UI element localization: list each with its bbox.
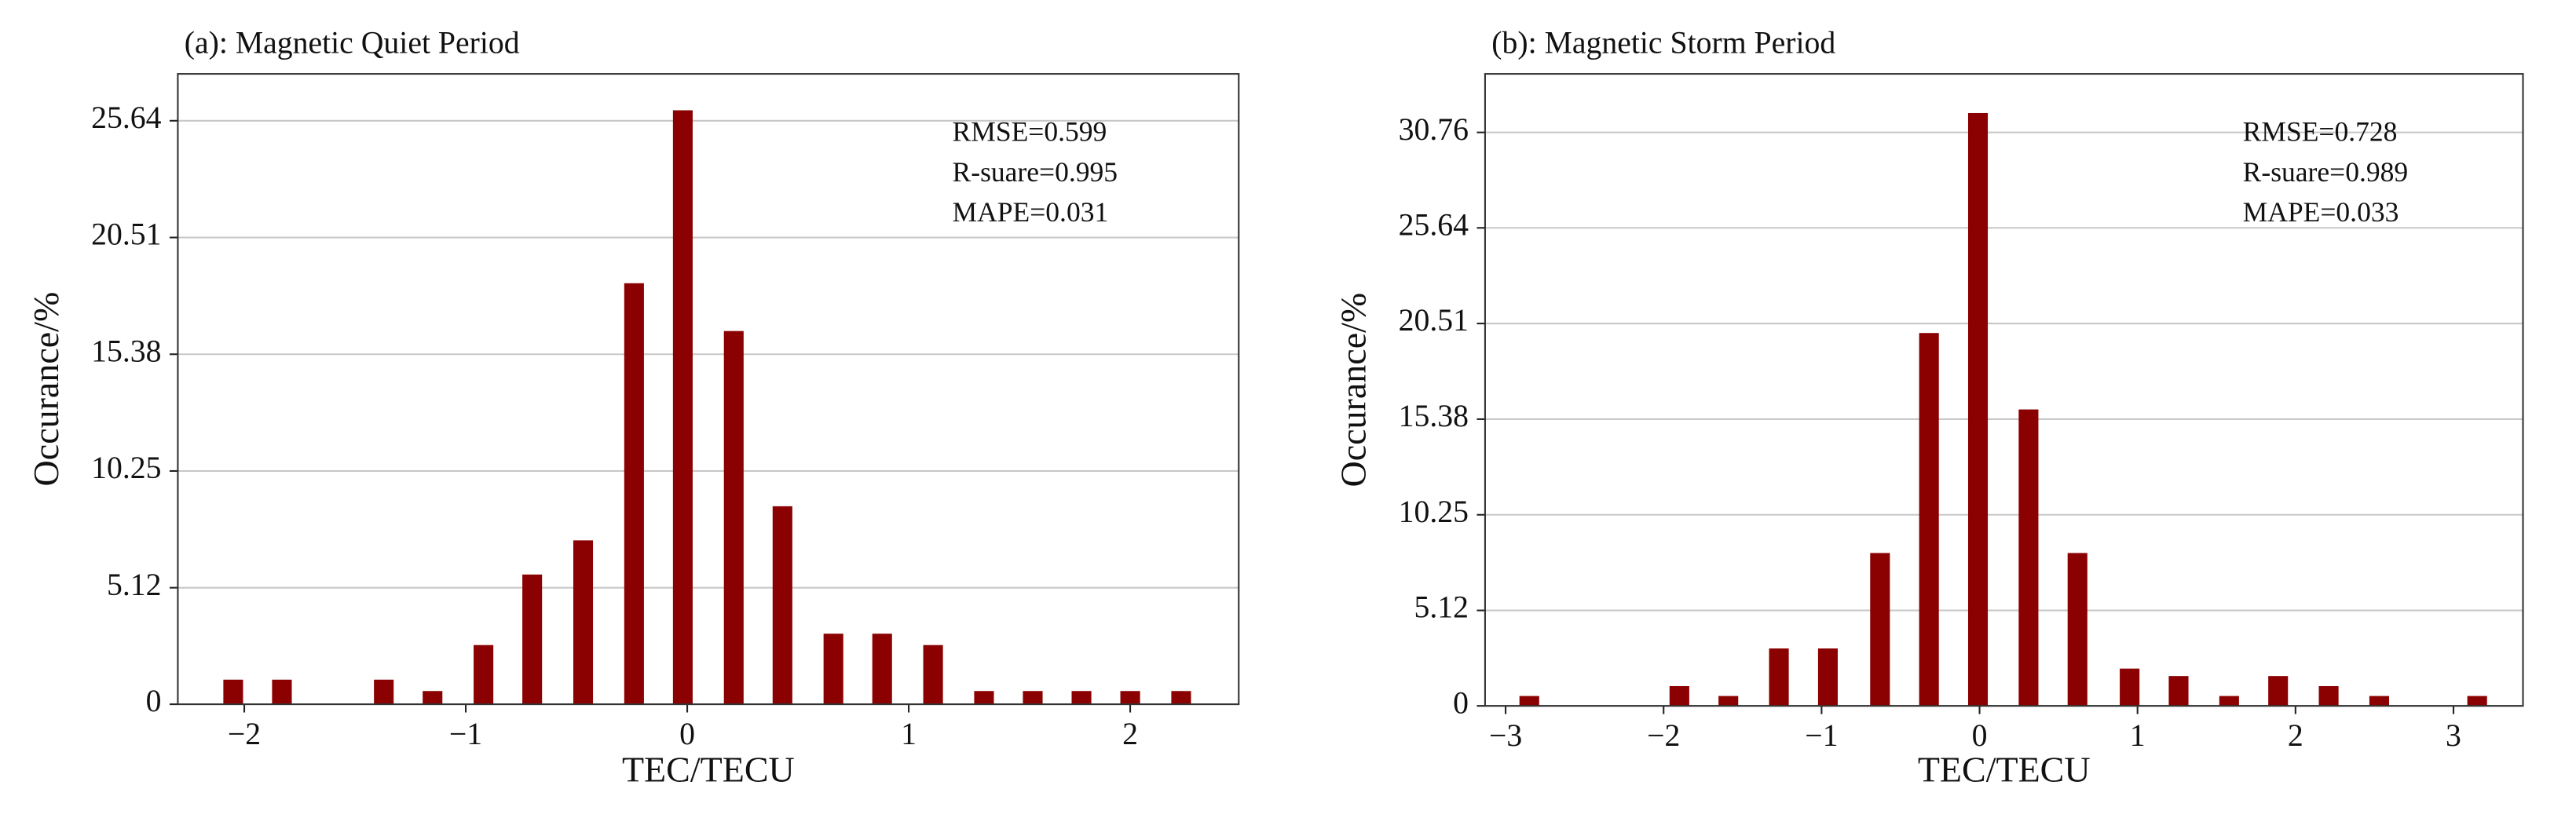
x-tick-label: 2 xyxy=(2288,718,2303,753)
bar xyxy=(974,691,994,705)
bar xyxy=(1919,333,1939,707)
annotation: MAPE=0.033 xyxy=(2243,196,2399,228)
bar xyxy=(1769,648,1789,707)
bar xyxy=(823,634,843,705)
bar xyxy=(2268,676,2289,707)
bar xyxy=(374,679,394,705)
y-tick-label: 5.12 xyxy=(107,568,162,602)
y-tick-label: 25.64 xyxy=(91,100,162,135)
chart-title: (a): Magnetic Quiet Period xyxy=(185,26,520,60)
bar xyxy=(872,634,892,705)
y-tick-label: 15.38 xyxy=(1399,399,1469,433)
bar xyxy=(2467,696,2487,707)
y-tick-label: 30.76 xyxy=(1399,112,1469,147)
annotation: RMSE=0.599 xyxy=(953,116,1107,148)
bar xyxy=(522,574,543,705)
bar xyxy=(772,506,792,705)
bar xyxy=(672,110,693,705)
bar xyxy=(2219,696,2239,707)
x-tick-label: 1 xyxy=(901,717,917,751)
y-tick-label: 15.38 xyxy=(91,334,161,368)
annotation: R-suare=0.989 xyxy=(2243,156,2408,188)
y-axis-label: Occurance/% xyxy=(1333,293,1373,488)
bar xyxy=(2067,553,2088,707)
x-tick-label: 0 xyxy=(1972,718,1988,753)
bar xyxy=(423,691,443,705)
bar xyxy=(1870,553,1890,707)
y-tick-label: 20.51 xyxy=(1399,303,1469,338)
bar xyxy=(1071,691,1092,705)
x-axis-label: TEC/TECU xyxy=(1918,749,2091,789)
x-tick-label: 0 xyxy=(679,717,695,751)
bar xyxy=(1120,691,1140,705)
bar xyxy=(624,283,644,705)
y-tick-label: 5.12 xyxy=(1414,590,1469,625)
bar xyxy=(573,540,594,705)
annotation: R-suare=0.995 xyxy=(953,156,1118,188)
bar xyxy=(1817,648,1838,707)
plot-frame xyxy=(1484,73,2524,707)
bar xyxy=(2018,409,2039,707)
y-tick-label: 20.51 xyxy=(91,217,161,252)
annotation: MAPE=0.031 xyxy=(953,196,1109,228)
x-tick-label: −2 xyxy=(228,717,261,751)
bar xyxy=(1171,691,1191,705)
y-tick-label: 25.64 xyxy=(1399,207,1469,242)
y-tick-label: 0 xyxy=(146,684,162,718)
y-axis-label: Occurance/% xyxy=(26,292,66,487)
bar xyxy=(2168,676,2189,707)
bar xyxy=(2318,685,2339,707)
chart-title: (b): Magnetic Storm Period xyxy=(1491,26,1835,60)
x-tick-label: −2 xyxy=(1647,718,1680,753)
x-axis-label: TEC/TECU xyxy=(622,749,795,789)
x-tick-label: −1 xyxy=(449,717,482,751)
bar xyxy=(1669,685,1689,707)
bar xyxy=(1718,696,1739,707)
bar xyxy=(923,645,943,705)
bar xyxy=(272,679,292,705)
y-tick-label: 10.25 xyxy=(1399,495,1469,529)
x-tick-label: −1 xyxy=(1805,718,1838,753)
bar xyxy=(2120,668,2140,707)
annotation: RMSE=0.728 xyxy=(2243,116,2398,148)
x-tick-label: 2 xyxy=(1122,717,1138,751)
bar xyxy=(223,679,243,705)
x-tick-label: 1 xyxy=(2130,718,2146,753)
bar xyxy=(723,331,744,705)
y-tick-label: 0 xyxy=(1453,685,1469,720)
x-tick-label: −3 xyxy=(1489,718,1522,753)
bar xyxy=(1967,112,1989,707)
bar xyxy=(474,645,494,705)
bar xyxy=(1519,696,1539,707)
bar xyxy=(1023,691,1043,705)
y-tick-label: 10.25 xyxy=(91,451,161,485)
x-tick-label: 3 xyxy=(2446,718,2461,753)
bar xyxy=(2369,696,2389,707)
plot-frame xyxy=(177,73,1240,706)
